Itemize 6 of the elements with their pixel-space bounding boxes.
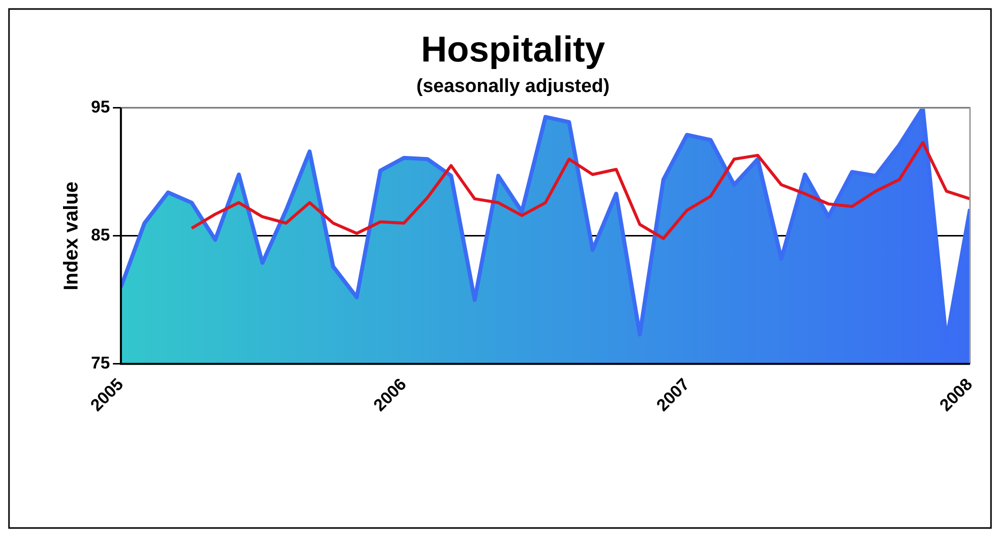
chart-subtitle: (seasonally adjusted)	[416, 76, 610, 97]
chart-title: Hospitality	[420, 28, 606, 70]
y-tick-label: 85	[90, 226, 110, 245]
y-tick-label: 75	[90, 354, 110, 373]
y-tick-label: 95	[90, 98, 110, 117]
y-axis-title: Index value	[60, 181, 83, 290]
